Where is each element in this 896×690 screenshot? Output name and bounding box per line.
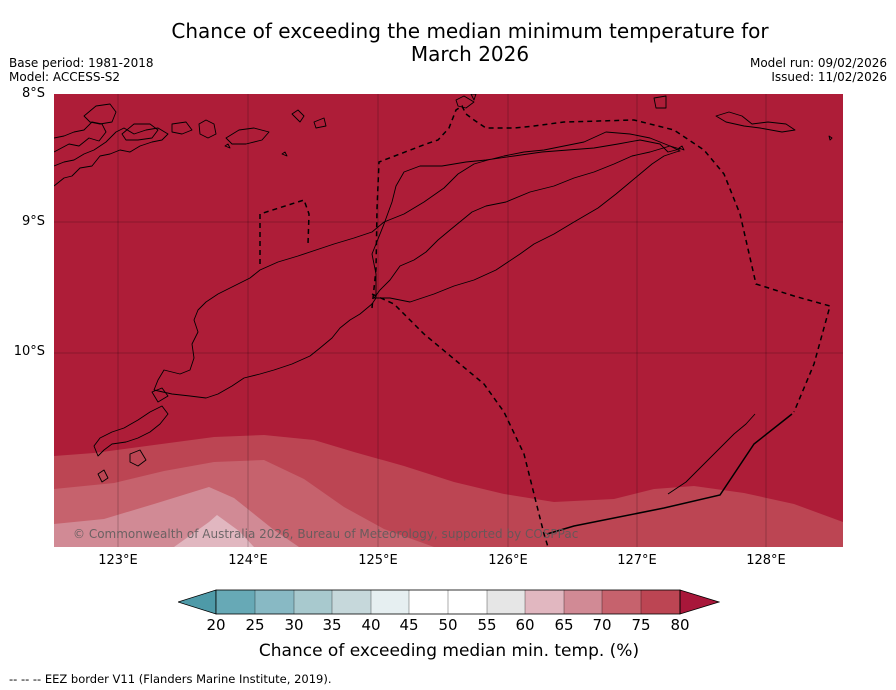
- band-60-65: [174, 515, 254, 547]
- colorbar-tick: 75: [631, 616, 651, 634]
- lon-label-128e: 128°E: [746, 553, 786, 568]
- colorbar-bin-45-50: [409, 590, 448, 614]
- lat-label-10s: 10°S: [13, 344, 45, 359]
- colorbar-tick: 60: [515, 616, 535, 634]
- chart-title: Chance of exceeding the median minimum t…: [120, 20, 820, 66]
- model-run: Model run: 09/02/2026: [749, 56, 887, 70]
- meta-right: Model run: 09/02/2026 Issued: 11/02/2026: [750, 56, 887, 84]
- coastlines: [54, 94, 833, 495]
- colorbar-tick: 50: [438, 616, 458, 634]
- colorbar-bin-55-60: [487, 590, 525, 614]
- base-period: Base period: 1981-2018: [9, 56, 154, 70]
- colorbar-tick: 20: [206, 616, 226, 634]
- colorbar-label: Chance of exceeding median min. temp. (%…: [258, 641, 640, 661]
- colorbar-bin-75-80: [641, 590, 680, 614]
- colorbar-tick: 55: [477, 616, 497, 634]
- colorbar-bin-50-55: [448, 590, 487, 614]
- colorbar-below-arrow: [178, 589, 217, 615]
- title-line-2: March 2026: [410, 42, 530, 66]
- colorbar-tick: 45: [399, 616, 419, 634]
- model-name: Model: ACCESS-S2: [9, 70, 121, 84]
- lon-label-124e: 124°E: [228, 553, 268, 568]
- colorbar-tick: 25: [245, 616, 265, 634]
- colorbar-tick: 35: [322, 616, 342, 634]
- lon-label-123e: 123°E: [98, 553, 138, 568]
- copyright-notice: © Commonwealth of Australia 2026, Bureau…: [73, 527, 579, 541]
- colorbar-tick: 30: [284, 616, 304, 634]
- meta-left: Base period: 1981-2018 Model: ACCESS-S2: [9, 56, 154, 84]
- issued-date: Issued: 11/02/2026: [771, 70, 887, 84]
- colorbar-tick: 80: [670, 616, 690, 634]
- colorbar-tick: 65: [554, 616, 574, 634]
- colorbar-bin-30-35: [294, 590, 332, 614]
- colorbar-tick: 40: [361, 616, 381, 634]
- colorbar-bin-60-65: [525, 590, 564, 614]
- lat-label-8s: 8°S: [21, 86, 45, 101]
- colorbar-bin-70-75: [602, 590, 641, 614]
- eez-legend-note: -- -- -- EEZ border V11 (Flanders Marine…: [9, 672, 332, 686]
- colorbar-bin-35-40: [332, 590, 371, 614]
- colorbar-bin-20-25: [216, 590, 255, 614]
- colorbar-bin-65-70: [564, 590, 602, 614]
- lon-label-127e: 127°E: [617, 553, 657, 568]
- lat-label-9s: 9°S: [21, 214, 45, 229]
- colorbar-bin-25-30: [255, 590, 294, 614]
- title-line-1: Chance of exceeding the median minimum t…: [171, 19, 769, 43]
- eez-border: [259, 104, 831, 547]
- lon-label-125e: 125°E: [358, 553, 398, 568]
- colorbar-bin-40-45: [371, 590, 409, 614]
- eez-border-solid: [546, 413, 793, 535]
- colorbar-above-arrow: [679, 589, 720, 615]
- lon-label-126e: 126°E: [488, 553, 528, 568]
- colorbar: [178, 589, 720, 615]
- colorbar-tick: 70: [592, 616, 612, 634]
- forecast-map: [54, 94, 843, 547]
